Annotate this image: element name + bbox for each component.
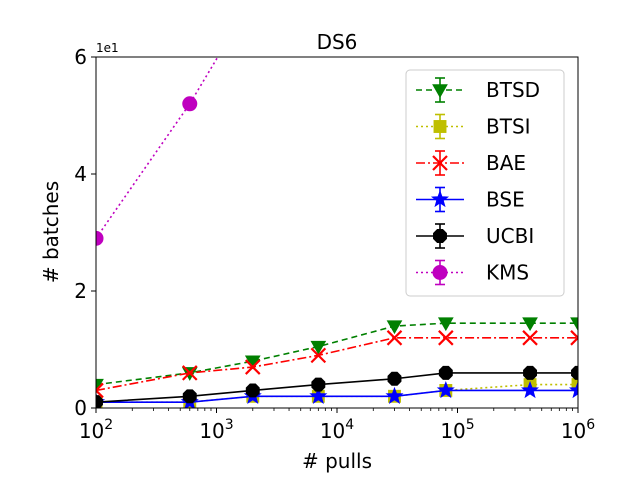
x-tick-label: 103 <box>199 417 233 443</box>
data-point <box>245 383 260 398</box>
x-tick-exponent: 4 <box>345 417 354 433</box>
series-line <box>96 336 578 392</box>
legend-item-btsi: BTSI <box>416 113 531 140</box>
legend-marker <box>433 120 447 133</box>
legend-item-bse: BSE <box>416 186 525 213</box>
legend-marker <box>432 84 448 99</box>
data-point <box>571 365 578 380</box>
series-ucbi <box>96 365 578 408</box>
y-axis: 0 2 4 6 <box>74 45 96 420</box>
legend: BTSD BTSI BAE BSE UCBI KMS <box>405 69 565 297</box>
data-point <box>181 365 198 381</box>
x-tick-exponent: 3 <box>225 417 234 433</box>
data-point <box>522 317 538 332</box>
legend-item-bae: BAE <box>416 150 526 176</box>
legend-marker <box>432 155 448 171</box>
x-tick-label: 106 <box>561 417 595 443</box>
data-point <box>310 340 327 355</box>
x-tick-base: 10 <box>199 419 224 443</box>
y-tick-label: 2 <box>74 279 87 303</box>
series-kms <box>96 57 219 246</box>
data-point <box>182 96 198 112</box>
legend-marker <box>430 190 450 208</box>
data-point <box>385 386 404 404</box>
x-tick-label: 105 <box>440 417 474 443</box>
data-point <box>437 317 454 332</box>
legend-label: BAE <box>486 151 526 175</box>
x-tick-exponent: 2 <box>104 417 113 433</box>
y-tick-label: 4 <box>74 162 87 186</box>
series-line <box>96 372 578 403</box>
data-point <box>387 371 402 386</box>
x-tick-base: 10 <box>79 419 104 443</box>
data-point <box>386 320 403 335</box>
y-tick-label: 6 <box>74 45 87 69</box>
data-point <box>244 359 261 375</box>
data-point <box>96 230 104 246</box>
data-point <box>310 347 327 364</box>
data-point <box>438 365 453 380</box>
data-point <box>311 377 326 392</box>
legend-label: UCBI <box>486 224 534 248</box>
legend-item-btsd: BTSD <box>416 77 540 103</box>
data-point <box>523 365 538 380</box>
x-tick-base: 10 <box>320 419 345 443</box>
x-tick-label: 102 <box>79 417 113 443</box>
legend-label: BTSD <box>486 78 540 102</box>
y-tick-label: 0 <box>74 396 87 420</box>
data-point <box>570 330 578 346</box>
data-point <box>96 382 104 399</box>
x-tick-base: 10 <box>561 419 586 443</box>
series-bae <box>96 330 578 399</box>
series-line <box>96 389 578 403</box>
data-point <box>386 330 403 346</box>
x-tick-base: 10 <box>440 419 465 443</box>
legend-item-kms: KMS <box>416 259 529 286</box>
y-offset-text: 1e1 <box>96 41 119 55</box>
data-point <box>570 317 578 332</box>
series-layer <box>96 57 578 408</box>
data-point <box>96 395 103 408</box>
x-axis-label: # pulls <box>302 449 372 473</box>
x-tick-exponent: 5 <box>466 417 475 433</box>
chart-title: DS6 <box>317 30 358 54</box>
x-tick-exponent: 6 <box>586 417 595 433</box>
data-point <box>438 330 454 346</box>
x-tick-label: 104 <box>320 417 354 443</box>
y-axis-label: # batches <box>39 181 63 283</box>
legend-label: BSE <box>486 188 525 212</box>
legend-marker <box>432 265 448 280</box>
legend-item-ucbi: UCBI <box>416 223 534 249</box>
data-point <box>521 380 540 399</box>
data-point <box>182 389 197 404</box>
x-axis: 102 103 104 105 106 <box>79 408 595 443</box>
legend-label: KMS <box>486 261 529 285</box>
data-point <box>568 380 578 399</box>
data-point <box>522 330 538 346</box>
series-line <box>96 322 578 386</box>
data-point <box>436 380 455 399</box>
data-point <box>309 386 328 404</box>
legend-label: BTSI <box>486 115 531 139</box>
legend-box <box>405 69 565 297</box>
legend-marker <box>433 229 447 243</box>
